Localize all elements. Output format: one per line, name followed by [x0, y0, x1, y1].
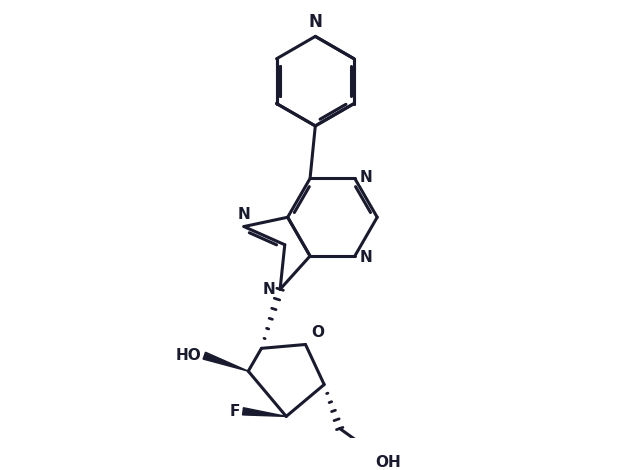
Text: O: O [312, 324, 324, 339]
Text: OH: OH [376, 455, 401, 470]
Text: N: N [360, 170, 372, 185]
Polygon shape [203, 352, 248, 371]
Polygon shape [243, 408, 286, 416]
Text: N: N [237, 207, 250, 221]
Text: N: N [360, 250, 372, 265]
Text: N: N [308, 14, 323, 31]
Text: F: F [230, 404, 240, 419]
Text: N: N [262, 282, 275, 297]
Text: HO: HO [175, 348, 201, 363]
